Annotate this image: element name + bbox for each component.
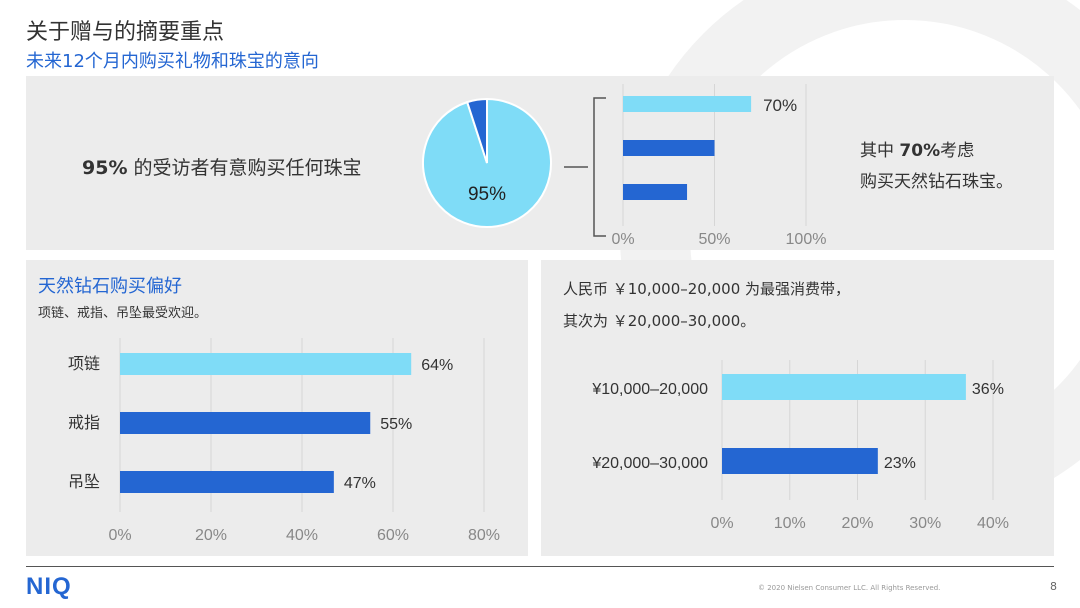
brand-logo: NIQ: [26, 573, 72, 600]
diamond-preference-panel: 天然钻石购买偏好 项链、戒指、吊坠最受欢迎。 0% 20% 40% 60% 80% 项链 6…: [26, 260, 528, 556]
intent-summary-panel: 95% 的受访者有意购买任何珠宝 95% 0% 50% 100% 70% 其中 70%…: [26, 76, 1054, 250]
bar-data-label: 36%: [972, 381, 1004, 398]
preference-title: 天然钻石购买偏好: [38, 276, 182, 297]
x-tick-label: 40%: [286, 527, 318, 544]
note-line2: 购买天然钻石珠宝。: [860, 172, 1013, 192]
bar-data-label: 55%: [380, 416, 412, 433]
category-label: 项链: [68, 354, 100, 373]
x-tick-label: 0%: [710, 515, 733, 532]
category-label: ¥20,000–30,000: [591, 455, 708, 472]
note-suffix: 考虑: [940, 141, 975, 161]
x-tick-label: 20%: [195, 527, 227, 544]
spend-bar-chart: 0% 10% 20% 30% 40% ¥10,000–20,000 36% ¥20,000–3…: [591, 360, 1009, 532]
x-tick-label: 50%: [698, 231, 730, 248]
bar-data-label: 64%: [421, 357, 453, 374]
pie-slice: [422, 97, 552, 228]
spend-line1: 人民币 ￥10,000–20,000 为最强消费带，: [563, 280, 851, 298]
x-tick-label: 0%: [108, 527, 131, 544]
x-tick-label: 100%: [786, 231, 827, 248]
x-tick-label: 20%: [841, 515, 873, 532]
note-value: 70%: [899, 141, 941, 161]
x-tick-label: 80%: [468, 527, 500, 544]
page-title: 关于赠与的摘要重点: [26, 20, 225, 45]
pie-slice: [465, 97, 488, 164]
bar-data-label: 70%: [763, 96, 797, 115]
x-tick-label: 40%: [977, 515, 1009, 532]
pie-and-bar-chart: 95% 0% 50% 100% 70%: [422, 84, 827, 248]
bracket: [593, 97, 606, 237]
bar: [120, 412, 371, 434]
bar: [623, 184, 688, 200]
footer-divider: [26, 566, 1054, 567]
bar: [722, 448, 878, 474]
spend-band-panel: 人民币 ￥10,000–20,000 为最强消费带， 其次为 ￥20,000–3…: [541, 260, 1054, 556]
intent-statement: 95% 的受访者有意购买任何珠宝: [82, 153, 362, 180]
category-label: 戒指: [68, 413, 100, 432]
bar: [722, 374, 966, 400]
copyright-text: © 2020 Nielsen Consumer LLC. All Rights …: [758, 584, 941, 592]
preference-desc: 项链、戒指、吊坠最受欢迎。: [38, 306, 208, 321]
intent-value: 95%: [82, 157, 128, 179]
spend-line2: 其次为 ￥20,000–30,000。: [563, 312, 756, 330]
x-tick-label: 30%: [909, 515, 941, 532]
category-label: ¥10,000–20,000: [591, 381, 708, 398]
x-tick-label: 60%: [377, 527, 409, 544]
x-tick-label: 10%: [774, 515, 806, 532]
bar-data-label: 23%: [884, 455, 916, 472]
bar: [120, 471, 334, 493]
pie-chart: 95%: [422, 97, 588, 228]
bar: [623, 140, 715, 156]
category-label: 吊坠: [68, 472, 100, 491]
preference-bar-chart: 0% 20% 40% 60% 80% 项链 64% 戒指 55% 吊坠 47%: [68, 338, 500, 544]
intent-text: 的受访者有意购买任何珠宝: [127, 157, 362, 179]
x-tick-label: 0%: [611, 231, 634, 248]
note-prefix: 其中: [860, 141, 900, 161]
page-number: 8: [1050, 580, 1057, 593]
bar: [623, 96, 752, 112]
mini-bar-chart: 0% 50% 100% 70%: [593, 84, 827, 248]
pie-data-label: 95%: [468, 184, 506, 205]
diamond-note: 其中 70%考虑 购买天然钻石珠宝。: [860, 136, 1013, 198]
page-subtitle: 未来12个月内购买礼物和珠宝的意向: [26, 51, 319, 72]
bar: [120, 353, 412, 375]
bar-data-label: 47%: [344, 475, 376, 492]
